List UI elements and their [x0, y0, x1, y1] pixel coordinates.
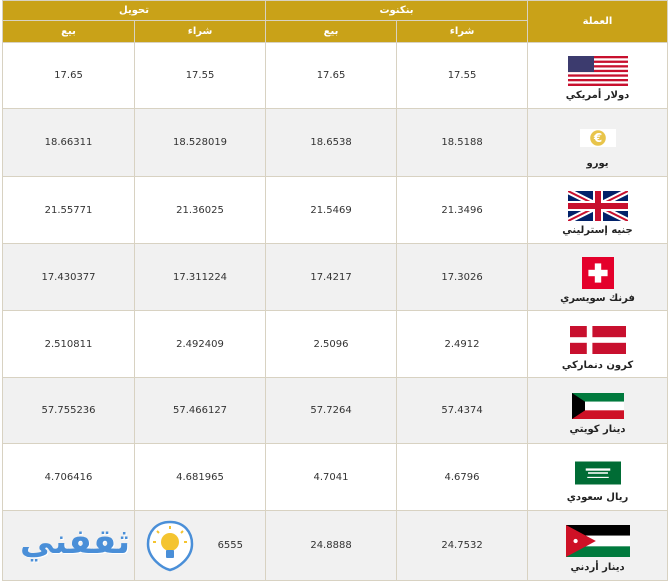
danish-flag-icon [569, 325, 626, 354]
table-row: 21.55771 21.36025 21.5469 21.3496 جنيه إ… [2, 176, 669, 244]
currency-name: يورو [586, 158, 609, 169]
euro-icon: € [579, 129, 616, 147]
transfer-buy-cell: 17.55 [133, 42, 267, 109]
transfer-sell-cell: 17.430377 [2, 243, 135, 311]
banknote-buy-cell: 4.6796 [396, 443, 529, 511]
banknote-sell-cell: 18.6538 [265, 108, 398, 177]
currency-header: العملة [527, 0, 669, 43]
transfer-group-header: تحويل [1, 0, 267, 21]
site-watermark: ثقفني [12, 516, 202, 578]
transfer-sell-cell [2, 510, 135, 581]
kuwait-flag-icon [571, 393, 624, 419]
table-row: 57.755236 57.466127 57.7264 57.4374 دينا… [2, 377, 669, 444]
table-row: 17.65 17.55 17.65 17.55 دولار أمريكي [2, 42, 669, 109]
banknote-buy-cell: 24.7532 [396, 510, 529, 581]
transfer-buy-cell: 18.528019 [133, 108, 267, 177]
banknote-sell-cell: 4.7041 [265, 443, 398, 511]
banknote-buy-cell: 21.3496 [396, 176, 529, 244]
us-flag-icon [567, 56, 628, 86]
transfer-sell-cell: 18.66311 [2, 108, 135, 177]
transfer-sell-cell: 2.510811 [2, 310, 135, 378]
banknote-sell-cell: 21.5469 [265, 176, 398, 244]
banknote-buy-cell: 2.4912 [396, 310, 529, 378]
transfer-sell-cell: 17.65 [2, 42, 135, 109]
currency-cell: كرون دنماركي [527, 310, 669, 378]
transfer-sell-header: بيع [2, 20, 135, 43]
banknote-sell-cell: 2.5096 [265, 310, 398, 378]
transfer-buy-cell: 57.466127 [133, 377, 267, 444]
banknote-sell-cell: 17.4217 [265, 243, 398, 311]
banknote-sell-cell: 17.65 [265, 42, 398, 109]
banknote-sell-cell: 24.8888 [265, 510, 398, 581]
currency-cell: دينار كويتي [527, 377, 669, 444]
currency-name: جنيه إسترليني [562, 224, 633, 236]
currency-name: دولار أمريكي [565, 90, 630, 101]
svg-text:€: € [592, 131, 601, 145]
saudi-flag-icon [574, 461, 621, 484]
table-row: 6555 24.8888 24.7532 دينار أردني [2, 510, 669, 581]
transfer-buy-cell: 21.36025 [133, 176, 267, 244]
transfer-buy-cell: 2.492409 [133, 310, 267, 378]
lightbulb-icon [146, 520, 194, 572]
transfer-sell-cell: 57.755236 [2, 377, 135, 444]
transfer-sell-cell: 4.706416 [2, 443, 135, 511]
currency-name: ريال سعودي [566, 491, 629, 503]
banknote-buy-cell: 17.55 [396, 42, 529, 109]
transfer-sell-cell: 21.55771 [2, 176, 135, 244]
watermark-text: ثقفني [20, 522, 130, 562]
banknote-sell-header: بيع [265, 20, 398, 43]
uk-flag-icon [567, 190, 628, 221]
currency-name: كرون دنماركي [561, 359, 634, 371]
currency-cell: دينار أردني [527, 510, 669, 581]
currency-cell: ريال سعودي [527, 443, 669, 511]
currency-cell: € يورو [527, 108, 669, 177]
currency-cell: فرنك سويسري [527, 243, 669, 311]
currency-name: دينار أردني [570, 562, 625, 573]
currency-cell: دولار أمريكي [527, 42, 669, 109]
banknote-buy-header: شراء [396, 20, 529, 43]
transfer-buy-header: شراء [133, 20, 267, 43]
banknote-buy-cell: 57.4374 [396, 377, 529, 444]
banknote-group-header: بنكنوت [265, 0, 529, 21]
transfer-buy-cell: 4.681965 [133, 443, 267, 511]
table-row: 2.510811 2.492409 2.5096 2.4912 كرون دنم… [2, 310, 669, 378]
swiss-flag-icon [581, 256, 614, 289]
banknote-sell-cell: 57.7264 [265, 377, 398, 444]
table-row: 18.66311 18.528019 18.6538 18.5188 € يور… [2, 108, 669, 177]
currency-name: فرنك سويسري [560, 292, 635, 304]
currency-name: دينار كويتي [569, 424, 626, 435]
banknote-buy-cell: 17.3026 [396, 243, 529, 311]
table-row: 4.706416 4.681965 4.7041 4.6796 ريال سعو… [2, 443, 669, 511]
currency-cell: جنيه إسترليني [527, 176, 669, 244]
jordan-flag-icon [565, 525, 630, 557]
table-row: 17.430377 17.311224 17.4217 17.3026 فرنك… [2, 243, 669, 311]
transfer-buy-cell: 17.311224 [133, 243, 267, 311]
banknote-buy-cell: 18.5188 [396, 108, 529, 177]
